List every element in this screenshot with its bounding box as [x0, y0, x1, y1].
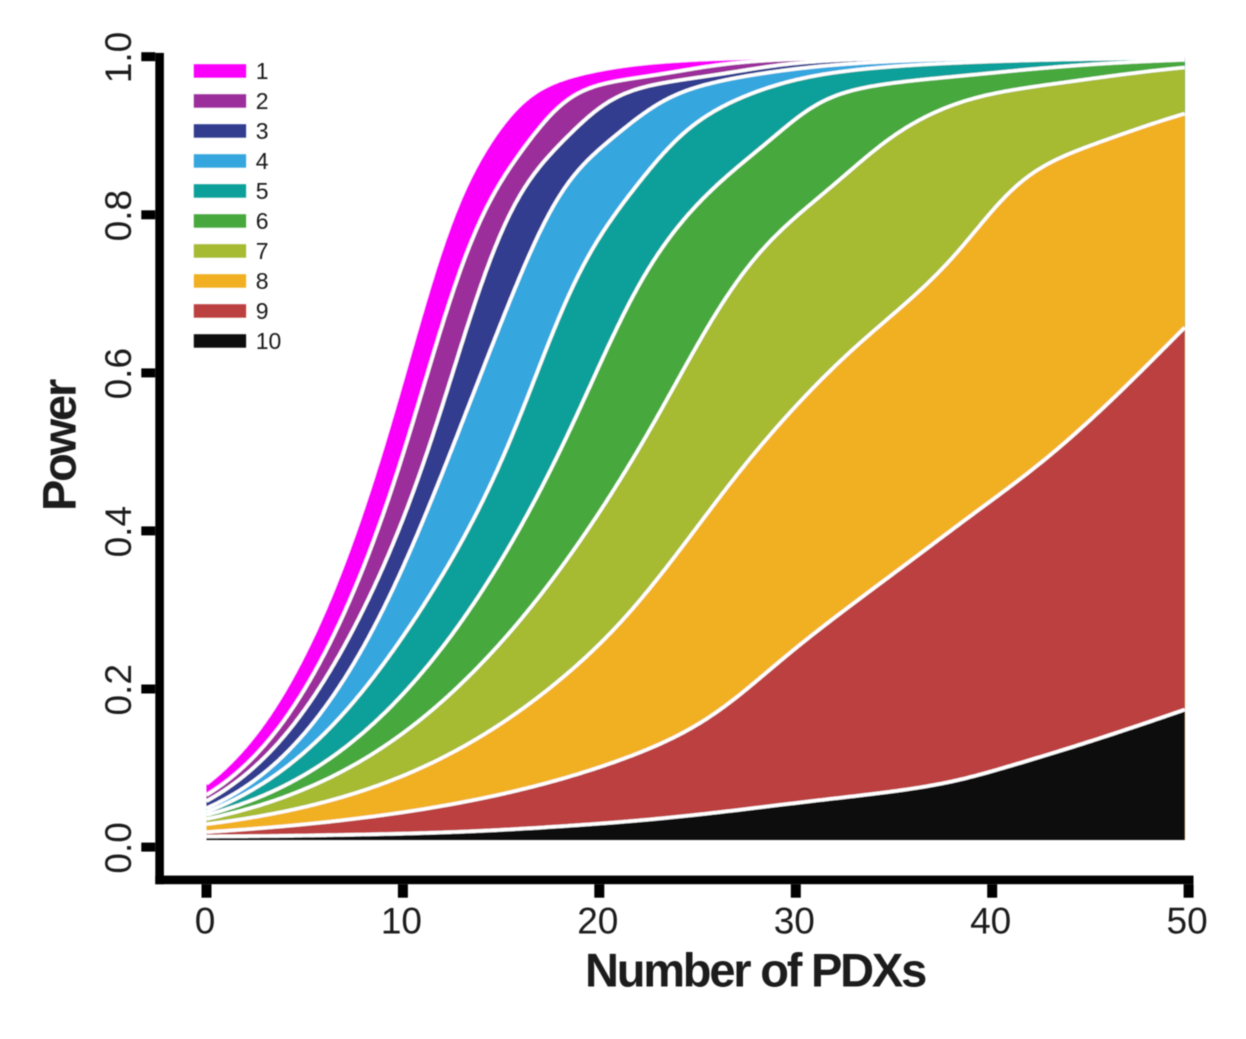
svg-text:10: 10 — [256, 328, 282, 354]
svg-text:20: 20 — [577, 901, 618, 942]
svg-text:Number of PDXs: Number of PDXs — [585, 944, 926, 997]
svg-text:Power: Power — [33, 379, 86, 511]
svg-text:0.4: 0.4 — [98, 506, 139, 557]
svg-text:0.0: 0.0 — [98, 822, 139, 873]
svg-text:10: 10 — [381, 901, 422, 942]
svg-text:4: 4 — [256, 148, 269, 174]
svg-text:6: 6 — [256, 208, 269, 234]
svg-text:5: 5 — [256, 178, 269, 204]
svg-text:8: 8 — [256, 268, 269, 294]
svg-text:30: 30 — [774, 901, 815, 942]
svg-text:9: 9 — [256, 298, 269, 324]
svg-text:1.0: 1.0 — [98, 32, 139, 83]
svg-text:3: 3 — [256, 118, 269, 144]
svg-text:0.6: 0.6 — [98, 348, 139, 399]
svg-text:50: 50 — [1167, 901, 1208, 942]
svg-text:0.8: 0.8 — [98, 190, 139, 241]
svg-text:0.2: 0.2 — [98, 664, 139, 715]
svg-text:2: 2 — [256, 88, 269, 114]
svg-text:0: 0 — [195, 901, 216, 942]
svg-text:1: 1 — [256, 58, 269, 84]
svg-text:40: 40 — [970, 901, 1011, 942]
svg-text:7: 7 — [256, 238, 269, 264]
